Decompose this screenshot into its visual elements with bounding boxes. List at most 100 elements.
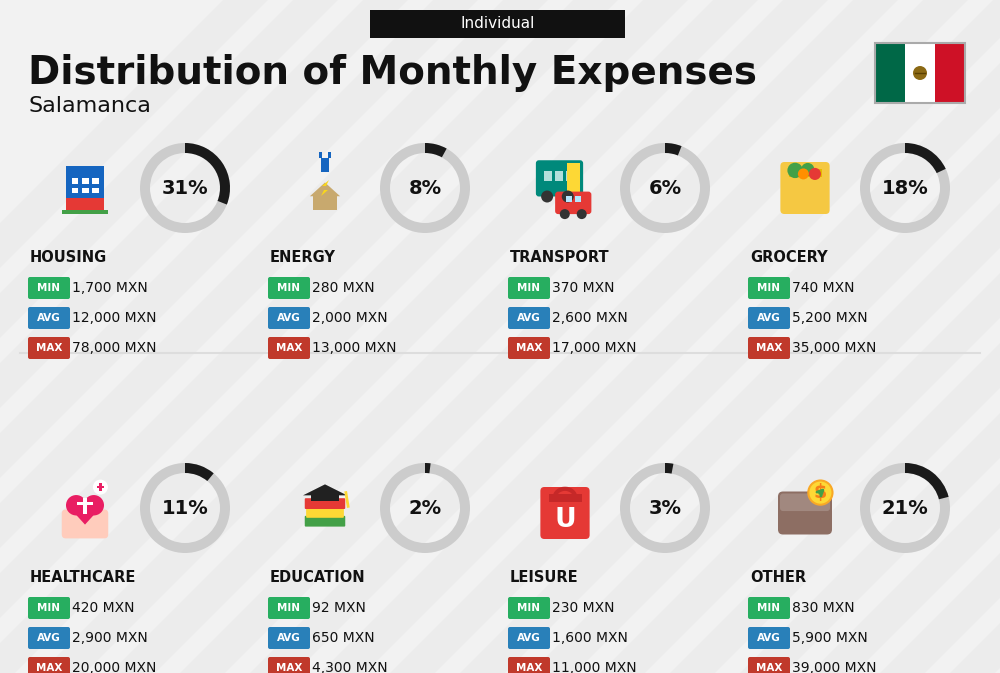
Bar (92, 178, 99, 184)
Text: 92 MXN: 92 MXN (312, 601, 366, 615)
Bar (311, 494, 339, 501)
FancyBboxPatch shape (370, 10, 625, 38)
Text: AVG: AVG (517, 313, 541, 323)
Text: 12,000 MXN: 12,000 MXN (72, 311, 156, 325)
FancyBboxPatch shape (268, 337, 310, 359)
Polygon shape (740, 0, 1000, 673)
FancyBboxPatch shape (268, 277, 310, 299)
FancyBboxPatch shape (268, 307, 310, 329)
Polygon shape (810, 0, 1000, 673)
Text: 5,200 MXN: 5,200 MXN (792, 311, 868, 325)
Text: 6%: 6% (648, 178, 682, 197)
Polygon shape (880, 0, 1000, 673)
Circle shape (808, 481, 832, 505)
Text: 420 MXN: 420 MXN (72, 601, 134, 615)
Wedge shape (425, 463, 431, 473)
Wedge shape (185, 143, 230, 205)
Text: 370 MXN: 370 MXN (552, 281, 614, 295)
Text: 2%: 2% (408, 499, 442, 518)
Polygon shape (0, 0, 408, 673)
FancyBboxPatch shape (748, 337, 790, 359)
Bar (66, 198, 104, 210)
Bar (82, 178, 89, 184)
Polygon shape (321, 180, 329, 196)
Text: 280 MXN: 280 MXN (312, 281, 375, 295)
Text: 13,000 MXN: 13,000 MXN (312, 341, 396, 355)
Bar (935, 43, 965, 103)
Polygon shape (0, 0, 688, 673)
Bar (875, 43, 965, 103)
Wedge shape (185, 463, 214, 481)
Text: 11,000 MXN: 11,000 MXN (552, 661, 637, 673)
Text: 740 MXN: 740 MXN (792, 281, 854, 295)
FancyBboxPatch shape (748, 657, 790, 673)
Text: U: U (554, 507, 576, 532)
FancyBboxPatch shape (562, 192, 584, 205)
Polygon shape (180, 0, 898, 673)
Text: 830 MXN: 830 MXN (792, 601, 855, 615)
Text: $: $ (814, 483, 827, 502)
FancyBboxPatch shape (508, 337, 550, 359)
FancyBboxPatch shape (748, 627, 790, 649)
Polygon shape (670, 0, 1000, 673)
Polygon shape (0, 0, 268, 673)
Wedge shape (905, 463, 949, 499)
Bar (875, 43, 905, 103)
Bar (83, 498, 87, 514)
Wedge shape (905, 143, 946, 173)
Bar (575, 197, 581, 202)
Text: MAX: MAX (276, 663, 302, 673)
FancyBboxPatch shape (305, 516, 345, 526)
Text: 35,000 MXN: 35,000 MXN (792, 341, 876, 355)
Text: TRANSPORT: TRANSPORT (510, 250, 610, 266)
Polygon shape (110, 0, 828, 673)
Bar (321, 157, 329, 172)
Text: MAX: MAX (516, 343, 542, 353)
Bar (566, 171, 574, 182)
FancyBboxPatch shape (508, 277, 550, 299)
Bar (328, 151, 331, 157)
Circle shape (562, 190, 574, 203)
Text: 20,000 MXN: 20,000 MXN (72, 661, 156, 673)
Bar (567, 164, 580, 194)
Bar (66, 166, 104, 210)
Text: MIN: MIN (758, 603, 780, 613)
Bar (72, 178, 78, 184)
Polygon shape (310, 182, 340, 197)
Wedge shape (860, 143, 950, 233)
FancyBboxPatch shape (268, 597, 310, 619)
Text: Distribution of Monthly Expenses: Distribution of Monthly Expenses (28, 54, 757, 92)
Polygon shape (600, 0, 1000, 673)
FancyBboxPatch shape (778, 491, 832, 534)
Bar (92, 198, 99, 203)
Text: AVG: AVG (37, 633, 61, 643)
Wedge shape (380, 143, 470, 233)
Text: MIN: MIN (38, 603, 60, 613)
Text: 11%: 11% (162, 499, 208, 518)
Wedge shape (665, 463, 673, 474)
Polygon shape (0, 0, 478, 673)
FancyBboxPatch shape (28, 337, 70, 359)
FancyBboxPatch shape (28, 657, 70, 673)
Text: 8%: 8% (408, 178, 442, 197)
Polygon shape (390, 0, 1000, 673)
Text: MIN: MIN (278, 603, 300, 613)
Text: GROCERY: GROCERY (750, 250, 828, 266)
Polygon shape (0, 0, 618, 673)
Text: MAX: MAX (756, 343, 782, 353)
Bar (555, 171, 563, 182)
FancyBboxPatch shape (536, 160, 583, 197)
Polygon shape (303, 485, 347, 495)
Text: MAX: MAX (516, 663, 542, 673)
Text: AVG: AVG (277, 633, 301, 643)
Text: 18%: 18% (882, 178, 928, 197)
Text: MIN: MIN (278, 283, 300, 293)
Text: AVG: AVG (517, 633, 541, 643)
Text: ENERGY: ENERGY (270, 250, 336, 266)
Text: 31%: 31% (162, 178, 208, 197)
Polygon shape (530, 0, 1000, 673)
Circle shape (66, 495, 86, 516)
Circle shape (787, 163, 803, 178)
Polygon shape (67, 505, 103, 525)
Text: MIN: MIN (758, 283, 780, 293)
